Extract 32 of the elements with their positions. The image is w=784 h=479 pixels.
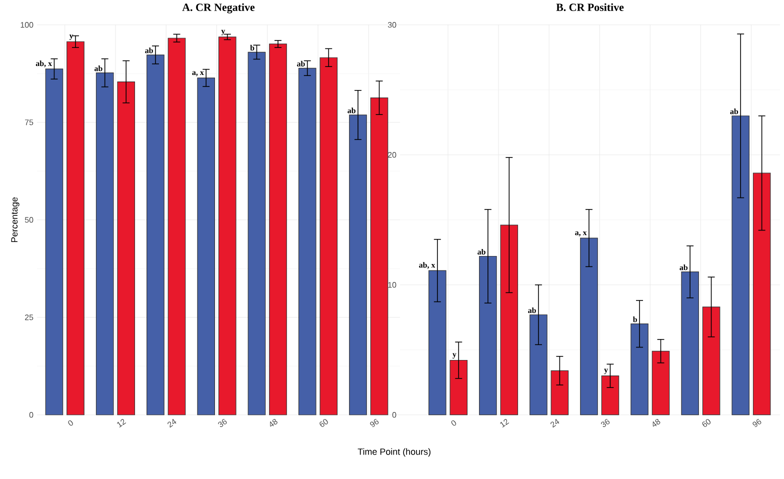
bar — [117, 82, 136, 416]
bar — [370, 98, 388, 416]
bar — [146, 54, 164, 416]
bar — [500, 224, 518, 416]
bar — [349, 114, 367, 416]
bar — [601, 376, 620, 416]
chart-title: B. CR Positive — [556, 3, 624, 12]
bar — [530, 314, 548, 416]
bar — [652, 350, 670, 416]
bar — [428, 270, 446, 416]
bar — [580, 238, 598, 416]
bar — [732, 116, 750, 416]
bar — [66, 41, 84, 416]
bar — [269, 44, 287, 416]
bar — [630, 324, 648, 416]
bar — [45, 68, 64, 416]
bar — [197, 78, 216, 416]
chart-title: A. CR Negative — [182, 3, 255, 14]
bar — [96, 72, 114, 416]
bar — [752, 172, 771, 416]
bar — [248, 52, 266, 416]
bar — [702, 306, 720, 416]
x-axis-title: Time Point (hours) — [358, 448, 430, 457]
y-axis-title: Percentage — [11, 197, 20, 242]
bar — [168, 38, 186, 416]
bar — [479, 256, 497, 416]
bar — [218, 36, 236, 416]
bar — [550, 370, 569, 416]
bar — [681, 272, 699, 416]
bar — [298, 68, 316, 416]
bar — [450, 360, 468, 416]
bar — [320, 57, 338, 416]
